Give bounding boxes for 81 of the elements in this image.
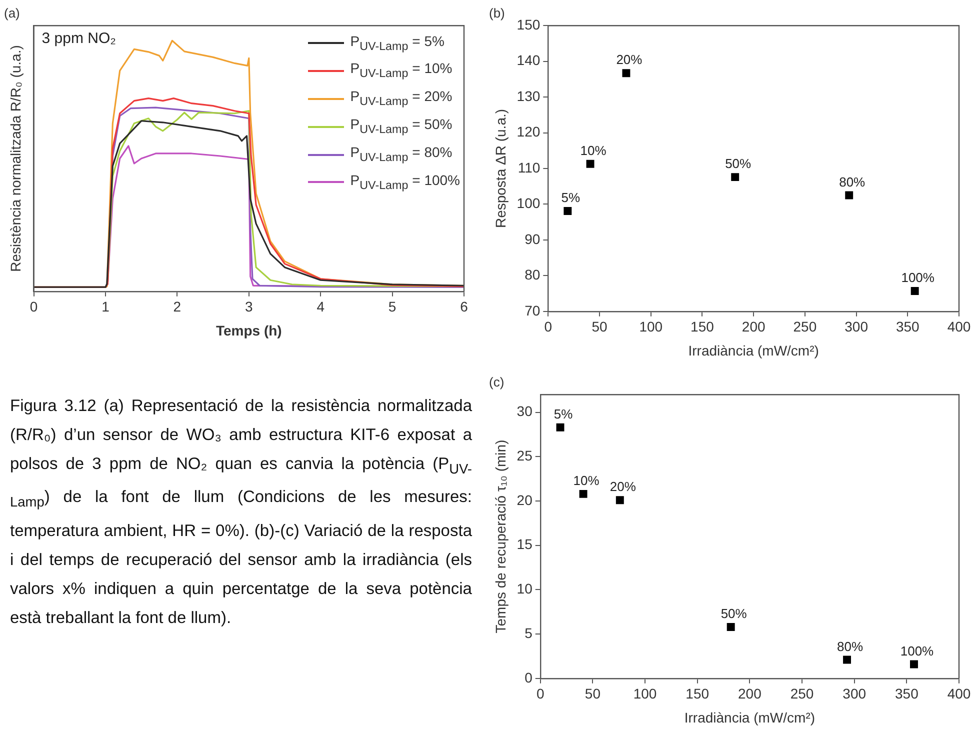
x-tick-label: 5 xyxy=(388,298,396,315)
x-tick-label: 400 xyxy=(947,686,971,702)
y-tick-label: 70 xyxy=(524,302,540,318)
x-axis-title: Irradiància (mW/cm²) xyxy=(688,342,819,358)
x-tick-label: 250 xyxy=(793,318,817,335)
y-tick-label: 140 xyxy=(516,52,540,68)
annotation: 10% xyxy=(580,142,607,158)
y-tick-label: 90 xyxy=(524,230,540,247)
annotation: 3 ppm NO₂ xyxy=(42,30,116,48)
x-tick-label: 0 xyxy=(544,318,552,335)
point xyxy=(843,656,851,664)
x-tick-label: 350 xyxy=(896,318,920,335)
y-axis-title: Resposta ΔR (u.a.) xyxy=(492,108,508,228)
point xyxy=(910,660,918,668)
point xyxy=(579,490,588,498)
x-tick-label: 150 xyxy=(686,686,710,702)
point xyxy=(586,160,594,168)
chart-title: (c) xyxy=(489,374,504,390)
y-tick-label: 100 xyxy=(516,195,540,212)
x-axis-title: Irradiància (mW/cm²) xyxy=(684,709,816,726)
x-tick-label: 250 xyxy=(790,686,814,702)
annotation: 80% xyxy=(837,638,864,654)
y-tick-label: 130 xyxy=(516,88,540,104)
legend-label: P$_{UV-Lamp}$ = 80% xyxy=(350,142,452,166)
y-tick-label: 25 xyxy=(516,448,533,464)
x-tick-label: 2 xyxy=(173,298,182,315)
x-tick-label: 200 xyxy=(742,318,766,335)
x-tick-label: 50 xyxy=(584,686,601,702)
chart-title: (b) xyxy=(489,5,505,20)
annotation: 50% xyxy=(720,606,748,622)
annotation: 20% xyxy=(610,479,636,494)
point xyxy=(731,173,740,182)
point xyxy=(556,423,564,432)
x-tick-label: 350 xyxy=(894,686,919,702)
y-tick-label: 20 xyxy=(516,492,533,508)
point xyxy=(622,69,630,78)
point xyxy=(845,191,854,200)
annotation: 100% xyxy=(900,643,934,658)
x-tick-label: 100 xyxy=(633,686,657,702)
x-tick-label: 400 xyxy=(947,318,971,335)
point xyxy=(910,287,919,296)
annotation: 20% xyxy=(616,52,643,68)
y-tick-label: 30 xyxy=(516,403,533,420)
x-tick-label: 200 xyxy=(738,686,762,702)
x-axis-title: Temps (h) xyxy=(216,322,282,338)
annotation: 100% xyxy=(901,270,935,286)
legend-label: P$_{UV-Lamp}$ = 50% xyxy=(350,114,452,138)
annotation: 80% xyxy=(839,174,866,190)
x-tick-label: 1 xyxy=(102,298,110,315)
legend-label: P$_{UV-Lamp}$ = 10% xyxy=(350,59,452,82)
y-tick-label: 0 xyxy=(524,669,533,686)
annotation: 10% xyxy=(573,473,600,488)
y-tick-label: 10 xyxy=(516,580,533,597)
annotation: 5% xyxy=(554,406,574,422)
legend-label: P$_{UV-Lamp}$ = 20% xyxy=(350,87,452,110)
x-tick-label: 6 xyxy=(460,298,468,315)
x-tick-label: 0 xyxy=(30,298,38,315)
legend-label: P$_{UV-Lamp}$ = 100% xyxy=(350,170,460,194)
point xyxy=(564,207,572,215)
y-tick-label: 80 xyxy=(524,266,540,283)
point xyxy=(726,622,735,631)
x-tick-label: 300 xyxy=(844,318,868,335)
text: Figura 3.12 (a) Representació de la resistència normalitzada (R/R₀) d’un sensor de WO₃ amb estructura KIT-6 exposat a polsos de 3 ppm de NO₂ quan es canvia la potència (P$_{UV-}$$_{Lamp}$) de la font de llum (Condicions de les mesures: temperatura ambient, HR = 0%). (b)-(c) Variació de la resposta i del temps de recuperació del sensor amb la irradiància (els valors x% indiquen a quin percentatge de la seva potència està treballant la font de llum). xyxy=(10,397,472,627)
annotation: 5% xyxy=(561,190,581,206)
y-tick-label: 120 xyxy=(516,124,540,140)
x-tick-label: 50 xyxy=(592,318,608,335)
x-tick-label: 3 xyxy=(245,298,253,315)
legend-label: P$_{UV-Lamp}$ = 5% xyxy=(350,32,444,54)
y-tick-label: 150 xyxy=(516,16,540,32)
y-tick-label: 5 xyxy=(524,624,533,641)
y-tick-label: 110 xyxy=(518,159,540,176)
x-tick-label: 150 xyxy=(690,318,714,335)
y-axis-title: Temps de recuperació τ₁₀ (min) xyxy=(492,440,508,634)
x-tick-label: 300 xyxy=(842,686,866,702)
y-axis-title: Resistència normalitzada R/R₀ (u.a.) xyxy=(7,45,24,272)
chart-title: (a) xyxy=(4,5,20,20)
x-tick-label: 100 xyxy=(639,318,663,335)
point xyxy=(616,496,624,504)
x-tick-label: 4 xyxy=(316,298,325,315)
annotation: 50% xyxy=(725,156,752,172)
y-tick-label: 15 xyxy=(516,536,533,552)
